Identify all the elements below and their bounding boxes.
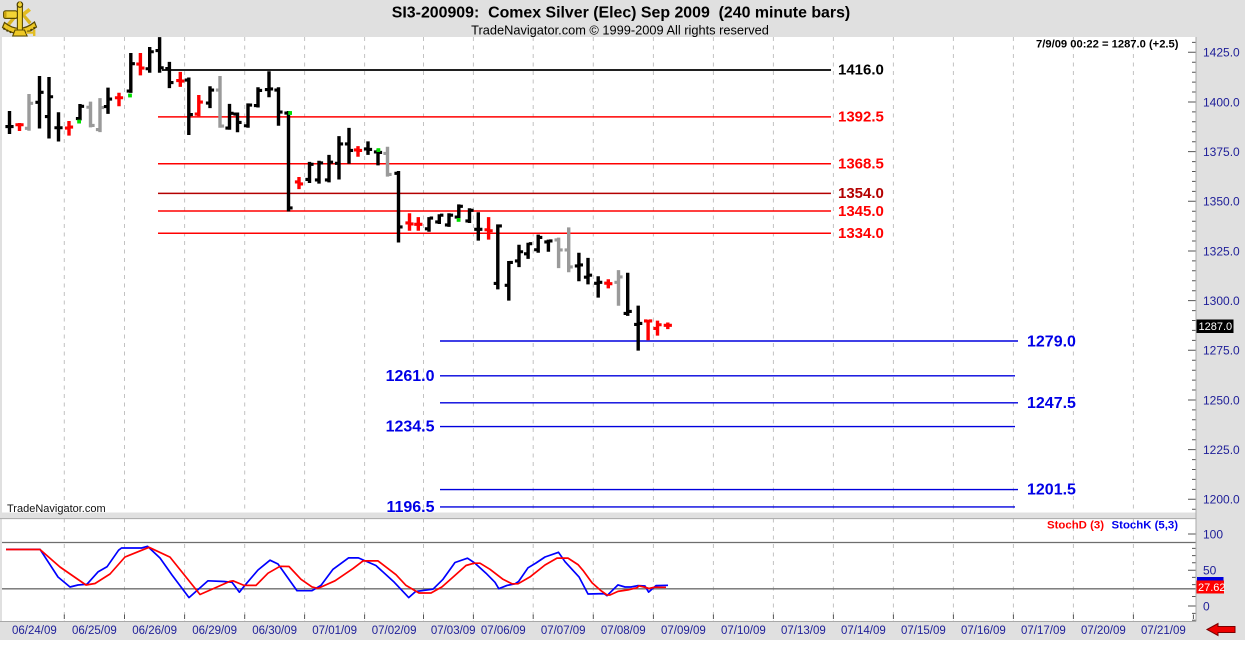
svg-text:1354.0: 1354.0 <box>838 185 884 202</box>
svg-text:1416.0: 1416.0 <box>838 62 884 79</box>
svg-text:07/07/09: 07/07/09 <box>541 625 586 637</box>
svg-text:07/17/09: 07/17/09 <box>1021 625 1066 637</box>
svg-text:06/25/09: 06/25/09 <box>72 625 117 637</box>
svg-text:07/09/09: 07/09/09 <box>661 625 706 637</box>
svg-text:7/9/09 00:22 = 1287.0 (+2.5): 7/9/09 00:22 = 1287.0 (+2.5) <box>1036 39 1179 51</box>
svg-text:1261.0: 1261.0 <box>386 368 435 385</box>
svg-text:1375.0: 1375.0 <box>1203 145 1240 159</box>
svg-text:06/24/09: 06/24/09 <box>12 625 57 637</box>
svg-text:1247.5: 1247.5 <box>1027 395 1076 412</box>
svg-text:1201.5: 1201.5 <box>1027 481 1076 498</box>
svg-text:StochK (5,3): StochK (5,3) <box>1112 519 1179 531</box>
svg-text:06/29/09: 06/29/09 <box>192 625 237 637</box>
svg-text:1300.0: 1300.0 <box>1203 294 1240 308</box>
svg-text:07/10/09: 07/10/09 <box>721 625 766 637</box>
svg-text:1425.0: 1425.0 <box>1203 46 1240 60</box>
svg-text:0: 0 <box>1203 599 1210 613</box>
svg-text:1200.0: 1200.0 <box>1203 493 1240 507</box>
svg-text:1368.5: 1368.5 <box>838 156 884 173</box>
svg-text:1325.0: 1325.0 <box>1203 244 1240 258</box>
svg-text:StochD (3): StochD (3) <box>1047 519 1104 531</box>
svg-text:1196.5: 1196.5 <box>386 499 434 516</box>
svg-text:07/16/09: 07/16/09 <box>961 625 1006 637</box>
svg-text:07/13/09: 07/13/09 <box>781 625 826 637</box>
svg-text:27.62: 27.62 <box>1198 582 1226 594</box>
svg-text:1279.0: 1279.0 <box>1027 333 1076 350</box>
svg-text:SI3-200909: Comex Silver (Ele: SI3-200909: Comex Silver (Elec) Sep 2009… <box>392 4 850 21</box>
svg-text:1350.0: 1350.0 <box>1203 195 1240 209</box>
svg-text:1250.0: 1250.0 <box>1203 393 1240 407</box>
svg-text:07/01/09: 07/01/09 <box>312 625 357 637</box>
svg-text:1400.0: 1400.0 <box>1203 95 1240 109</box>
svg-text:1234.5: 1234.5 <box>386 418 435 435</box>
svg-text:06/30/09: 06/30/09 <box>252 625 297 637</box>
svg-text:50: 50 <box>1203 564 1217 578</box>
svg-text:1334.0: 1334.0 <box>838 225 884 242</box>
svg-text:1225.0: 1225.0 <box>1203 443 1240 457</box>
svg-text:07/03/09: 07/03/09 <box>431 625 476 637</box>
svg-text:07/14/09: 07/14/09 <box>841 625 886 637</box>
svg-text:07/02/09: 07/02/09 <box>372 625 417 637</box>
svg-text:07/20/09: 07/20/09 <box>1081 625 1126 637</box>
svg-text:07/08/09: 07/08/09 <box>601 625 646 637</box>
svg-text:07/06/09: 07/06/09 <box>481 625 526 637</box>
svg-text:1275.0: 1275.0 <box>1203 344 1240 358</box>
svg-text:07/15/09: 07/15/09 <box>901 625 946 637</box>
svg-text:100: 100 <box>1203 527 1223 541</box>
svg-text:07/21/09: 07/21/09 <box>1141 625 1186 637</box>
svg-text:TradeNavigator.com: TradeNavigator.com <box>7 503 106 515</box>
svg-text:TradeNavigator.com © 1999-2009: TradeNavigator.com © 1999-2009 All right… <box>471 23 769 38</box>
svg-text:06/26/09: 06/26/09 <box>132 625 177 637</box>
svg-text:1287.0: 1287.0 <box>1199 321 1233 333</box>
svg-text:1345.0: 1345.0 <box>838 203 884 220</box>
svg-text:1392.5: 1392.5 <box>838 109 884 126</box>
